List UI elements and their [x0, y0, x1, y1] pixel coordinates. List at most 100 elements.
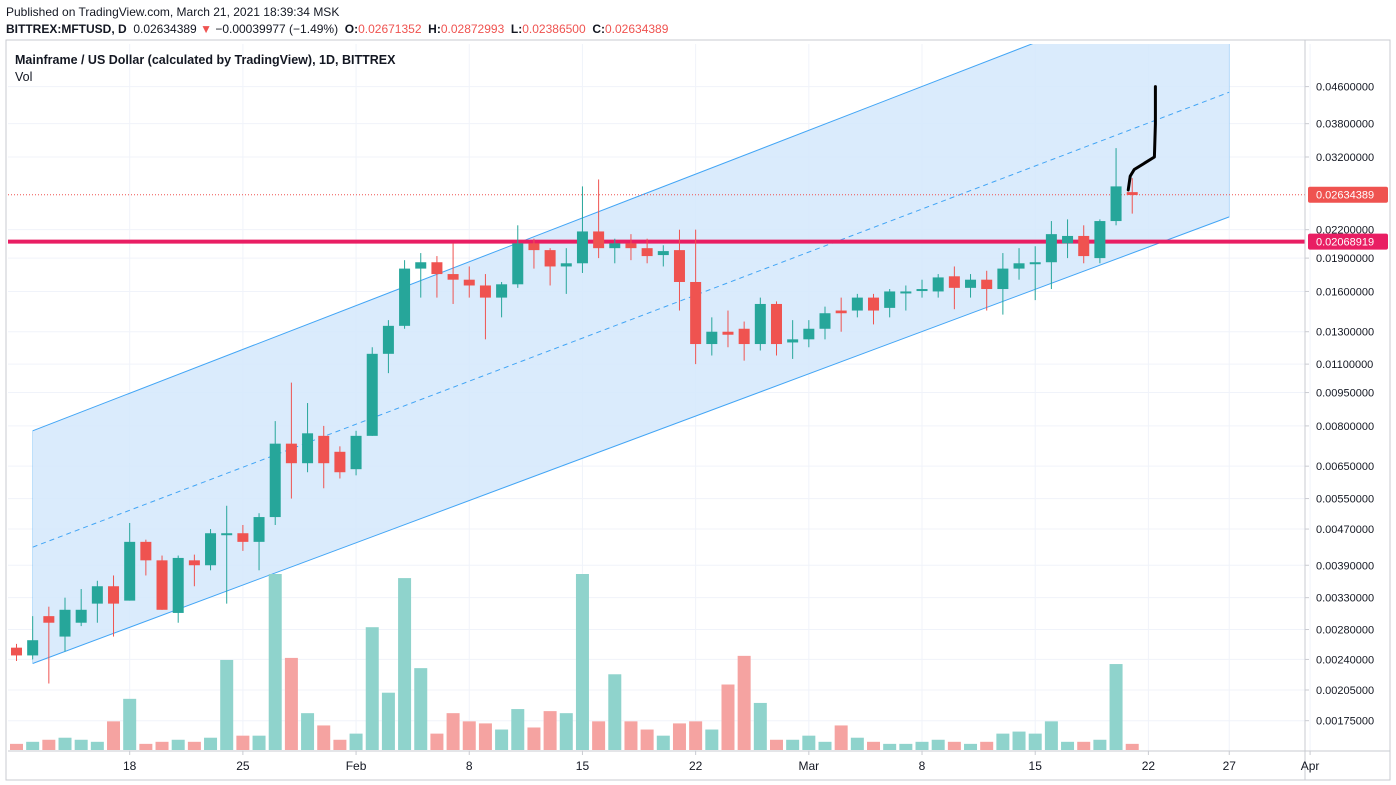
candle-body [625, 243, 637, 249]
x-axis-labels[interactable]: 18 25 Feb 8 15 22 Mar 8 15 22 27 Apr [123, 751, 1319, 773]
volume-bar [608, 674, 622, 750]
y-tick-label[interactable]: 0.01900000 [1316, 253, 1374, 265]
candle [544, 248, 556, 286]
volume-bar [398, 578, 412, 750]
candle-body [285, 443, 297, 464]
volume-bar [252, 735, 266, 750]
candle [851, 293, 863, 318]
y-tick-label[interactable]: 0.00950000 [1316, 388, 1374, 400]
y-tick-label[interactable]: 0.01300000 [1316, 327, 1374, 339]
volume-bar [996, 733, 1010, 750]
x-tick-label[interactable]: 18 [123, 759, 137, 773]
candle-body [463, 279, 475, 286]
candle-body [900, 291, 912, 294]
volume-bar [187, 741, 201, 750]
y-tick-label[interactable]: 0.01100000 [1316, 359, 1373, 371]
candle [965, 274, 977, 298]
candle [593, 179, 605, 259]
candle [221, 505, 233, 604]
candle [722, 310, 734, 348]
y-tick-label[interactable]: 0.03200000 [1316, 152, 1374, 164]
candle [318, 425, 330, 489]
high-value: 0.02872993 [440, 22, 505, 36]
down-arrow-icon: ▼ [200, 22, 212, 36]
regression-channel[interactable] [32, 0, 1230, 664]
candle [1029, 246, 1041, 301]
y-tick-label[interactable]: 0.00650000 [1316, 461, 1374, 473]
candle [657, 245, 669, 267]
volume-bar [802, 735, 816, 750]
volume-bar [236, 735, 250, 750]
x-tick-label[interactable]: Apr [1301, 759, 1320, 773]
candle-body [787, 339, 799, 343]
candle-body [1078, 235, 1090, 257]
candle-body [188, 560, 200, 566]
volume-bar [42, 739, 56, 750]
x-tick-label[interactable]: 22 [1142, 759, 1156, 773]
channel-fill [32, 44, 1230, 664]
y-axis-labels[interactable]: 0.046000000.038000000.032000000.02200000… [1305, 82, 1374, 728]
candle-body [1062, 235, 1074, 244]
y-tick-label[interactable]: 0.00240000 [1316, 654, 1374, 666]
ohlc-header: BITTREX:MFTUSD, D 0.02634389 ▼ −0.000399… [6, 22, 668, 36]
candle-body [576, 231, 588, 264]
y-tick-label[interactable]: 0.00470000 [1316, 524, 1374, 536]
x-tick-label[interactable]: 25 [236, 759, 250, 773]
volume-bar [737, 655, 751, 750]
high-label: H: [428, 22, 441, 36]
volume-bar [527, 727, 541, 750]
candle [1013, 248, 1025, 280]
candle-body [269, 443, 281, 518]
y-tick-label[interactable]: 0.00330000 [1316, 593, 1374, 605]
x-tick-label[interactable]: 15 [576, 759, 590, 773]
candle-body [75, 609, 87, 623]
x-tick-label[interactable]: Feb [346, 759, 367, 773]
candle-body [172, 557, 184, 613]
candle [706, 317, 718, 356]
volume-bar [980, 741, 994, 750]
x-tick-label[interactable]: 8 [919, 759, 926, 773]
x-tick-label[interactable]: Mar [798, 759, 819, 773]
x-tick-label[interactable]: 27 [1223, 759, 1237, 773]
y-tick-label[interactable]: 0.03800000 [1316, 119, 1374, 131]
y-tick-label[interactable]: 0.00550000 [1316, 494, 1374, 506]
candle [496, 281, 508, 318]
channel-median-line[interactable] [32, 91, 1230, 548]
y-tick-label[interactable]: 0.00205000 [1316, 685, 1374, 697]
candle [431, 256, 443, 298]
y-tick-label[interactable]: 0.00390000 [1316, 560, 1374, 572]
price-label-text: 0.02634389 [1316, 190, 1374, 202]
symbol-label: BITTREX:MFTUSD, D [6, 22, 127, 36]
candle-body [415, 262, 427, 269]
candle-body [1013, 263, 1025, 269]
channel-lower-line[interactable] [32, 216, 1230, 664]
candle-body [334, 451, 346, 473]
open-value: 0.02671352 [358, 22, 422, 36]
x-tick-label[interactable]: 22 [689, 759, 703, 773]
volume-bar [705, 729, 719, 750]
candle-body [1045, 234, 1057, 263]
published-caption: Published on TradingView.com, March 21, … [6, 5, 340, 19]
candle [948, 266, 960, 310]
volume-bar [1109, 664, 1123, 750]
x-tick-label[interactable]: 8 [466, 759, 473, 773]
candle [528, 238, 540, 269]
candle-body [156, 560, 168, 610]
volume-bar [850, 737, 864, 750]
candle-body [318, 435, 330, 464]
volume-bar [365, 627, 379, 750]
y-tick-label[interactable]: 0.01600000 [1316, 286, 1374, 298]
projection-path[interactable] [1126, 85, 1157, 192]
candle-body [447, 274, 459, 280]
candle-body [124, 541, 136, 601]
y-tick-label[interactable]: 0.04600000 [1316, 82, 1374, 94]
y-tick-label[interactable]: 0.00800000 [1316, 421, 1374, 433]
projection-line[interactable] [1126, 85, 1157, 192]
channel-upper-line[interactable] [32, 0, 1230, 432]
x-tick-label[interactable]: 15 [1029, 759, 1043, 773]
candle-body [253, 517, 265, 542]
y-tick-label[interactable]: 0.00280000 [1316, 625, 1374, 637]
volume-bar [689, 721, 703, 750]
y-tick-label[interactable]: 0.00175000 [1316, 716, 1374, 728]
